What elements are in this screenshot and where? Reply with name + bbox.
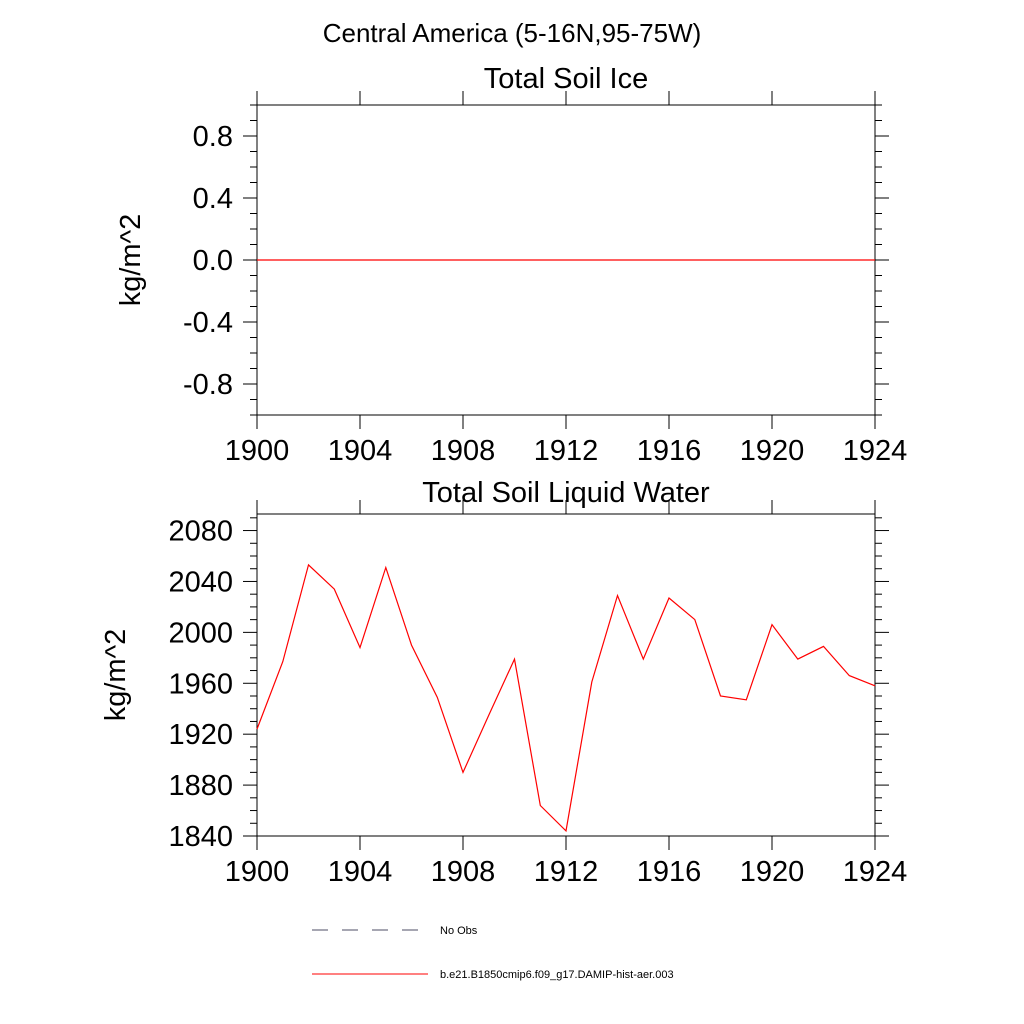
y-tick-label-0-4: 0.4 [193,183,233,215]
x-tick-label-1916: 1916 [637,435,702,467]
x-tick-label-1920: 1920 [740,856,805,888]
y-tick-label-2040: 2040 [168,566,233,598]
y-tick-label-1920: 1920 [168,719,233,751]
x-tick-label-1920: 1920 [740,435,805,467]
y-tick-label-0-4: -0.4 [183,307,233,339]
series-line-0 [256,563,876,833]
y-tick-label-0-8: -0.8 [183,369,233,401]
plot-frame [256,513,876,837]
panel-total-soil-ice: Total Soil Ice 1900 1904 1908 1912 1916 1920 19… [115,63,907,467]
x-tick-label-1900: 1900 [225,856,290,888]
x-tick-label-1908: 1908 [431,435,496,467]
legend-label-no-obs: No Obs [440,925,478,937]
x-tick-label-1904: 1904 [328,856,393,888]
x-tick-label-1916: 1916 [637,856,702,888]
x-tick-label-1924: 1924 [843,435,908,467]
x-tick-label-1908: 1908 [431,856,496,888]
figure-title: Central America (5-16N,95-75W) [323,18,702,48]
y-tick-label-0-0: 0.0 [193,245,233,277]
y-tick-label-1880: 1880 [168,770,233,802]
y-tick-label-2000: 2000 [168,617,233,649]
x-tick-label-1912: 1912 [534,856,599,888]
y-axis-label: kg/m^2 [115,214,147,307]
x-tick-label-1912: 1912 [534,435,599,467]
legend-label-model: b.e21.B1850cmip6.f09_g17.DAMIP-hist-aer.… [440,969,674,981]
y-tick-label-1840: 1840 [168,821,233,853]
plot-title: Total Soil Ice [484,63,648,95]
y-tick-label-1960: 1960 [168,668,233,700]
x-tick-label-1904: 1904 [328,435,393,467]
x-tick-label-1924: 1924 [843,856,908,888]
legend: No Obs b.e21.B1850cmip6.f09_g17.DAMIP-hi… [312,925,674,981]
y-tick-label-2080: 2080 [168,516,233,548]
y-tick-label-0-8: 0.8 [193,121,233,153]
x-tick-label-1900: 1900 [225,435,290,467]
y-axis-label: kg/m^2 [100,629,132,722]
